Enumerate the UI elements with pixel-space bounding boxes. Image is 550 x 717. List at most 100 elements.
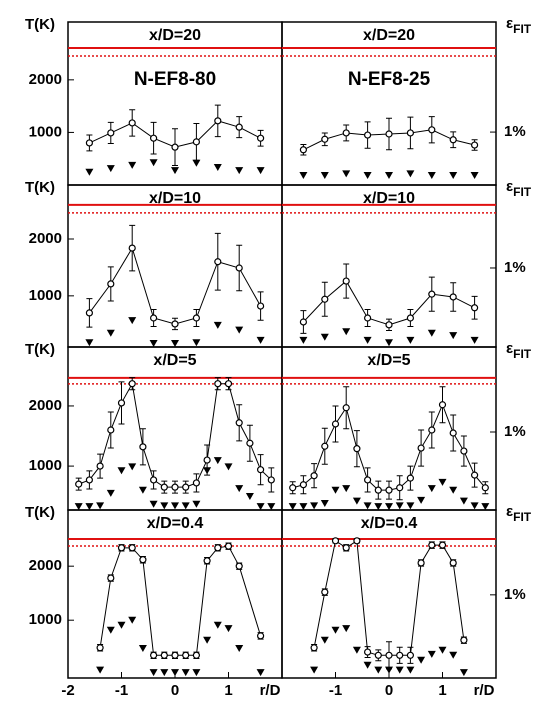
data-point	[331, 537, 340, 545]
data-point	[374, 651, 382, 659]
fit-error-marker	[160, 502, 169, 510]
data-point	[310, 472, 318, 480]
y-axis-label: T(K)	[25, 504, 55, 521]
fit-error-marker	[352, 497, 361, 505]
data-point	[235, 123, 243, 131]
fit-error-marker	[256, 503, 265, 511]
data-point	[107, 426, 115, 434]
panel-title: x/D=0.4	[361, 515, 418, 532]
fit-error-marker	[470, 171, 479, 179]
fit-error-marker	[342, 170, 351, 178]
y-tick-label: 2000	[29, 71, 62, 88]
data-point	[406, 314, 414, 322]
data-point	[128, 544, 136, 552]
y-axis-label: T(K)	[25, 341, 55, 358]
data-point	[224, 542, 233, 550]
y2-axis-subscript: FIT	[513, 347, 532, 361]
fit-error-marker	[117, 621, 126, 629]
data-point	[235, 562, 243, 570]
fit-error-marker	[427, 171, 436, 179]
fit-error-marker	[181, 502, 190, 510]
data-point	[460, 447, 468, 455]
data-point	[246, 439, 254, 447]
fit-error-marker	[470, 502, 479, 510]
data-point	[385, 321, 393, 329]
data-point	[449, 136, 457, 144]
data-point	[428, 126, 436, 134]
fit-error-marker	[438, 478, 447, 486]
panel-title: x/D=20	[363, 27, 415, 44]
fit-error-marker	[245, 492, 254, 500]
y2-tick-label: 1%	[504, 259, 526, 276]
data-point	[385, 486, 393, 494]
fit-error-marker	[85, 339, 94, 347]
data-point	[321, 135, 329, 143]
x-axis-label: r/D	[474, 682, 495, 699]
y-tick-label: 1000	[29, 611, 62, 628]
fit-error-marker	[203, 467, 212, 475]
fit-error-marker	[256, 167, 265, 175]
fit-error-marker	[374, 503, 383, 511]
y-tick-label: 1000	[29, 287, 62, 304]
fit-error-marker	[235, 485, 244, 493]
fit-error-marker	[235, 167, 244, 175]
fit-error-marker	[138, 486, 147, 494]
fit-error-marker	[449, 171, 458, 179]
fit-error-marker	[395, 666, 404, 674]
fit-error-marker	[224, 463, 233, 471]
fit-error-marker	[470, 336, 479, 344]
data-point	[460, 636, 468, 644]
fit-error-marker	[352, 646, 361, 654]
y-tick-label: 1000	[29, 123, 62, 140]
y2-axis-label: εFIT	[506, 15, 532, 36]
fit-error-marker	[385, 339, 393, 347]
data-point	[396, 651, 404, 659]
data-point	[150, 651, 158, 659]
fit-error-marker	[320, 499, 329, 507]
data-point	[192, 138, 200, 146]
data-point	[299, 146, 307, 154]
fit-error-marker	[213, 457, 222, 465]
data-point	[267, 476, 275, 484]
fit-error-marker	[310, 502, 319, 510]
data-point	[214, 544, 222, 552]
data-point	[396, 484, 404, 492]
fit-error-marker	[299, 171, 308, 179]
panel-title: x/D=10	[149, 190, 201, 207]
fit-error-marker	[160, 669, 169, 677]
fit-error-marker	[406, 666, 415, 674]
y-tick-label: 2000	[29, 557, 62, 574]
fit-error-marker	[192, 159, 201, 167]
fit-error-marker	[427, 650, 436, 658]
data-point	[321, 588, 329, 596]
data-point	[171, 143, 179, 151]
data-point	[160, 651, 168, 659]
data-point	[203, 557, 211, 565]
fit-error-marker	[149, 159, 158, 167]
fit-error-marker	[117, 467, 126, 475]
data-point	[364, 131, 372, 139]
data-point	[139, 443, 147, 451]
data-point	[310, 644, 318, 652]
data-point	[438, 401, 447, 409]
data-point	[385, 130, 393, 138]
y2-axis-symbol: ε	[506, 15, 513, 32]
data-point	[364, 314, 372, 322]
panel-title: x/D=5	[367, 352, 410, 369]
data-point	[406, 651, 414, 659]
data-point	[107, 129, 115, 137]
fit-error-marker	[417, 656, 426, 664]
fit-error-marker	[363, 661, 372, 669]
data-point	[85, 476, 94, 484]
data-point	[85, 309, 94, 317]
fit-error-marker	[459, 497, 468, 505]
y2-axis-label: εFIT	[506, 340, 532, 361]
data-point	[192, 651, 200, 659]
data-point	[428, 426, 436, 434]
y-axis-label: T(K)	[25, 179, 55, 196]
fit-error-marker	[406, 502, 415, 510]
fit-error-marker	[406, 336, 415, 344]
fit-error-marker	[256, 336, 265, 344]
data-point	[107, 280, 115, 288]
fit-error-marker	[138, 645, 147, 653]
